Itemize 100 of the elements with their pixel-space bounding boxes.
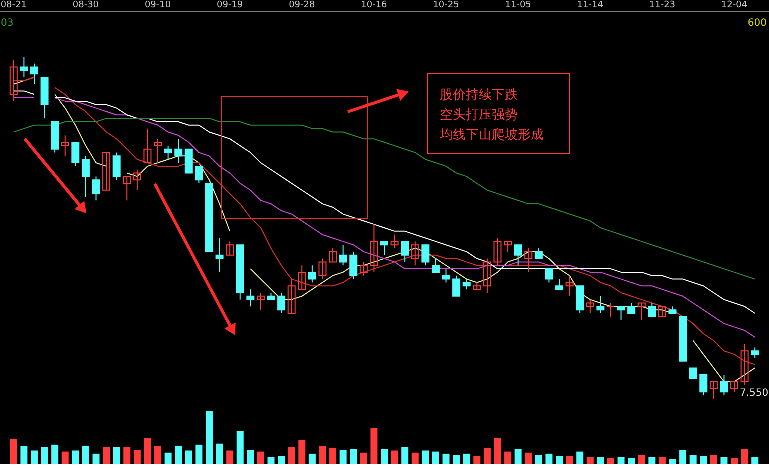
candlestick	[278, 292, 286, 314]
text: 600	[748, 18, 767, 29]
candlestick	[20, 56, 28, 78]
bar	[247, 450, 254, 464]
candlestick	[545, 268, 554, 284]
bar	[360, 452, 368, 464]
candlestick	[298, 265, 306, 290]
bar	[412, 452, 419, 464]
bar	[164, 452, 172, 464]
bar	[288, 447, 296, 464]
bar	[92, 454, 100, 464]
bar	[20, 446, 28, 464]
bar	[236, 431, 244, 464]
candlestick	[524, 248, 533, 273]
bar	[52, 444, 59, 464]
candlestick	[164, 145, 172, 160]
bar	[185, 450, 192, 464]
candlestick	[462, 278, 471, 290]
candlestick	[422, 244, 430, 266]
bar	[330, 448, 337, 464]
bar	[308, 454, 316, 464]
candlestick	[432, 258, 440, 273]
x-tick-label: 11-14	[577, 0, 604, 10]
candlestick	[494, 238, 502, 266]
bar	[196, 444, 203, 464]
candlestick	[720, 374, 728, 396]
annotation: 空头打压强势	[440, 108, 518, 123]
bar	[752, 457, 759, 464]
bar	[422, 450, 430, 464]
bar	[319, 446, 326, 464]
candlestick	[256, 292, 265, 311]
candlestick	[534, 248, 543, 260]
candlestick	[10, 60, 18, 102]
bar	[432, 452, 440, 464]
bar	[556, 456, 564, 464]
bar	[442, 454, 450, 464]
candlestick	[195, 166, 204, 184]
bar	[144, 438, 152, 464]
x-tick-label: 11-05	[505, 0, 532, 10]
bar	[82, 446, 90, 464]
candlestick	[144, 128, 152, 164]
bar	[525, 452, 532, 464]
bar	[402, 447, 409, 464]
bar	[113, 447, 120, 464]
candlestick	[710, 381, 718, 400]
text: 03	[1, 18, 14, 29]
candlestick	[730, 381, 739, 393]
bar	[30, 450, 38, 464]
bar	[690, 454, 697, 464]
bar	[638, 454, 646, 464]
candlestick	[596, 296, 605, 314]
bar	[628, 458, 636, 464]
candlestick	[370, 224, 378, 273]
bar	[720, 457, 728, 464]
bar	[700, 456, 708, 464]
candlestick	[638, 302, 646, 321]
bar	[648, 457, 656, 464]
bar	[741, 449, 748, 464]
candlestick	[380, 241, 388, 256]
candlestick	[514, 244, 522, 266]
bar	[463, 454, 470, 464]
candlestick	[102, 152, 111, 191]
candlestick	[504, 241, 512, 252]
bar	[546, 454, 553, 464]
candlestick	[586, 299, 594, 314]
bar	[731, 458, 738, 464]
candlestick	[740, 344, 749, 386]
annotation: 7.550	[740, 388, 769, 399]
x-tick-label: 08-30	[72, 0, 100, 10]
candlestick	[174, 138, 183, 164]
bar	[494, 438, 502, 464]
bar	[370, 428, 378, 464]
candlestick	[339, 244, 348, 266]
candlestick	[658, 306, 666, 318]
x-tick-label: 09-19	[217, 0, 244, 10]
bar	[72, 450, 80, 464]
candlestick	[72, 142, 80, 167]
bar	[514, 449, 522, 464]
x-tick-label: 12-04	[721, 0, 748, 10]
candlestick	[411, 241, 420, 266]
bar	[597, 457, 604, 464]
candlestick	[112, 152, 121, 181]
bar	[474, 456, 481, 464]
candlestick	[154, 138, 162, 164]
x-tick-label: 09-10	[144, 0, 172, 10]
candlestick	[216, 238, 224, 273]
bar	[206, 411, 213, 464]
candlestick	[30, 63, 38, 85]
candlestick	[442, 268, 450, 284]
bar	[154, 446, 162, 464]
bar	[618, 457, 625, 464]
candlestick	[318, 258, 327, 280]
bar	[658, 457, 666, 464]
candlestick	[133, 169, 142, 191]
candlestick	[92, 176, 100, 202]
candlestick	[689, 368, 698, 379]
candlestick	[751, 347, 760, 358]
bar	[10, 439, 18, 464]
bar	[669, 459, 676, 464]
candlestick	[700, 374, 708, 396]
